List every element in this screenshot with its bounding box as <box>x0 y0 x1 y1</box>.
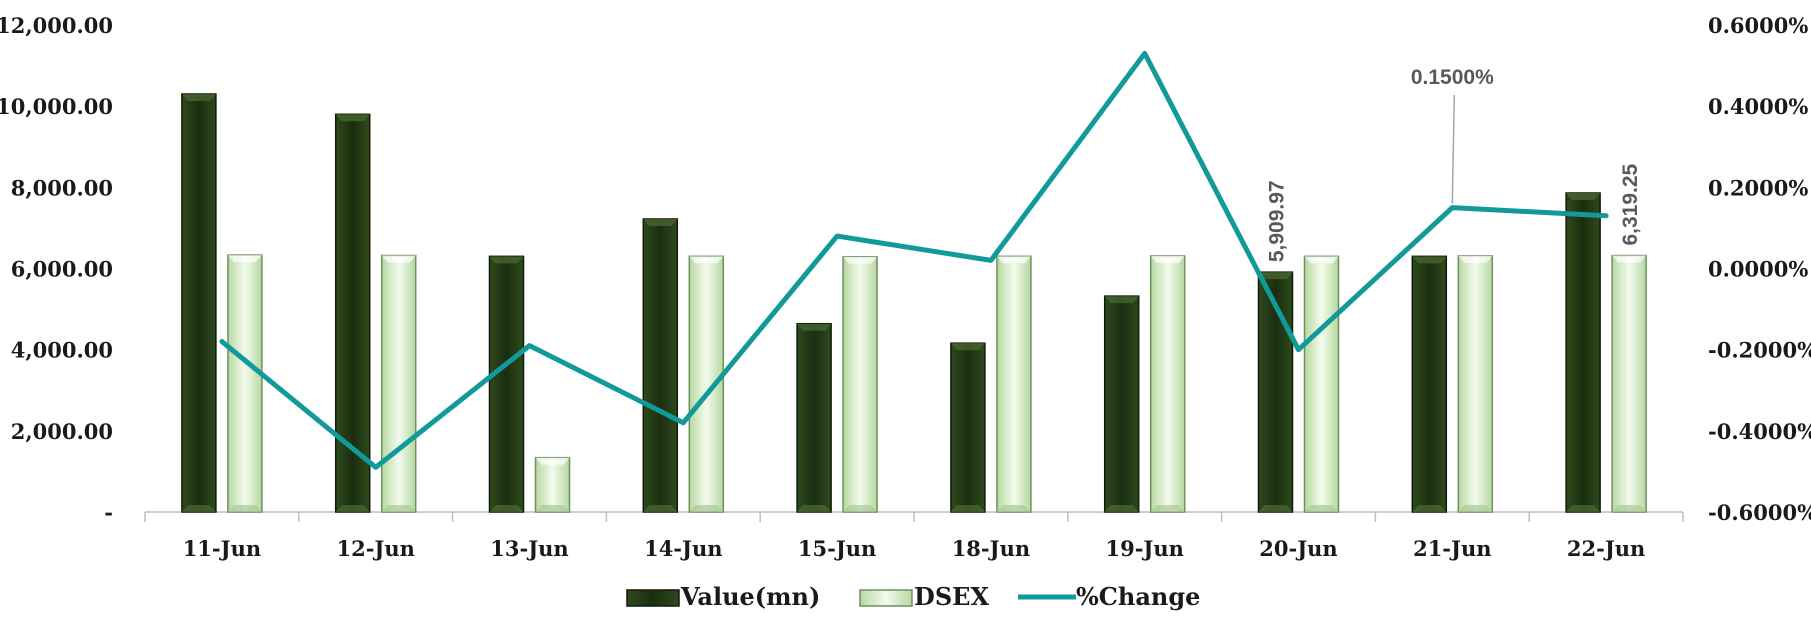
value-bar <box>1565 192 1601 513</box>
y-right-tick-label: -0.2000% <box>1708 338 1811 363</box>
x-tick-label: 14-Jun <box>644 536 722 561</box>
label-leader-line <box>1451 94 1456 204</box>
dsex-bar <box>1611 254 1647 513</box>
y-left-tick-label: 12,000.00 <box>0 13 113 38</box>
y-left-tick-label: 8,000.00 <box>11 175 113 200</box>
y-left-tick-label: - <box>104 500 113 525</box>
y-right-tick-label: 0.2000% <box>1708 175 1808 200</box>
x-tick-label: 15-Jun <box>798 536 876 561</box>
legend: Value(mn) DSEX %Change <box>626 582 1200 611</box>
legend-swatch <box>859 589 913 607</box>
legend-item-dsex: DSEX <box>859 582 989 611</box>
dsex-bar <box>842 255 878 513</box>
dsex-bar <box>380 254 417 513</box>
x-tick-label: 21-Jun <box>1413 536 1491 561</box>
percent-change-line <box>219 50 1609 470</box>
y-left-tick-label: 6,000.00 <box>11 257 113 282</box>
value-bar <box>488 255 525 513</box>
x-tick-label: 13-Jun <box>490 536 568 561</box>
y-right-tick-label: 0.0000% <box>1708 257 1808 282</box>
axes: 11-Jun 12-Jun 13-Jun 14-Jun 15-Jun 18-Jun 19-J… <box>0 13 1811 561</box>
x-tick-label: 11-Jun <box>183 536 261 561</box>
value-bar <box>796 322 832 513</box>
value-bar <box>334 113 371 513</box>
value-bar <box>642 218 679 513</box>
y-right-tick-label: -0.4000% <box>1708 419 1811 444</box>
x-tick-label: 18-Jun <box>952 536 1030 561</box>
y-right-tick-label: 0.4000% <box>1708 94 1808 119</box>
percent-change-series-line <box>219 50 1609 470</box>
y-right-tick-label: 0.6000% <box>1708 13 1808 38</box>
dsex-bar <box>1303 255 1340 513</box>
bars <box>181 93 1647 513</box>
dsex-bar <box>534 456 571 513</box>
dsex-bar <box>227 254 263 513</box>
value-bar <box>181 93 217 513</box>
dsex-bar <box>1149 255 1186 513</box>
value-bar <box>950 342 986 513</box>
legend-label: DSEX <box>914 582 989 611</box>
x-tick-label: 20-Jun <box>1259 536 1337 561</box>
y-left-tick-label: 2,000.00 <box>11 419 113 444</box>
y-left-tick-label: 4,000.00 <box>11 338 113 363</box>
bar-data-label: 6,319.25 <box>1619 163 1642 245</box>
line-data-label: 0.1500% <box>1411 66 1494 89</box>
dsex-bar <box>688 255 725 513</box>
dsex-bar <box>996 255 1032 513</box>
x-tick-label: 12-Jun <box>336 536 414 561</box>
dsex-bar <box>1457 255 1494 513</box>
legend-item-percent-change: %Change <box>1018 582 1200 611</box>
value-bar <box>1257 271 1294 513</box>
x-tick-label: 22-Jun <box>1567 536 1645 561</box>
value-bar <box>1103 295 1140 513</box>
bar-data-label: 5,909.97 <box>1266 180 1289 262</box>
legend-label: %Change <box>1076 582 1200 611</box>
y-left-tick-label: 10,000.00 <box>0 94 113 119</box>
value-bar <box>1411 255 1448 513</box>
data-labels: 5,909.97 6,319.25 0.1500% <box>1266 66 1643 262</box>
x-tick-label: 19-Jun <box>1105 536 1183 561</box>
legend-label: Value(mn) <box>680 582 820 611</box>
legend-item-value: Value(mn) <box>626 582 820 611</box>
y-right-tick-label: -0.6000% <box>1708 500 1811 525</box>
legend-swatch <box>626 589 680 607</box>
